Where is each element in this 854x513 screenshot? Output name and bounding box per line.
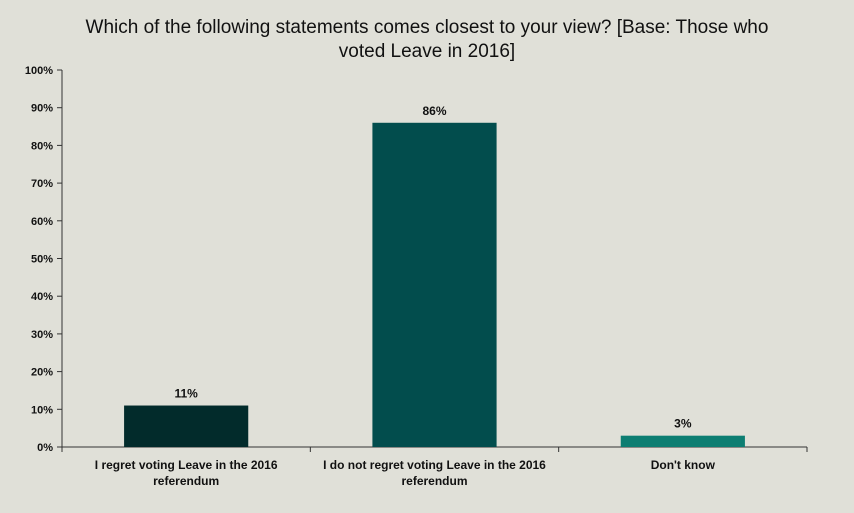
category-label: Don't know (651, 458, 716, 472)
y-tick-label: 80% (31, 140, 53, 152)
category-label: I do not regret voting Leave in the 2016… (323, 458, 546, 488)
y-tick-label: 70% (31, 178, 53, 190)
category-label: I regret voting Leave in the 2016 referen… (95, 458, 278, 488)
data-label: 11% (174, 387, 198, 401)
y-tick-label: 0% (37, 442, 53, 454)
y-tick-label: 40% (31, 291, 53, 303)
bar (124, 405, 249, 447)
y-tick-label: 30% (31, 329, 53, 341)
y-tick-label: 50% (31, 254, 53, 266)
bar (372, 122, 497, 447)
data-label: 3% (674, 417, 692, 431)
data-label: 86% (422, 104, 446, 118)
y-tick-label: 60% (31, 216, 53, 228)
y-tick-label: 90% (31, 103, 53, 115)
y-tick-label: 100% (25, 65, 53, 77)
chart-title: Which of the following statements comes … (85, 17, 769, 62)
bar (620, 435, 745, 447)
y-tick-label: 10% (31, 404, 53, 416)
y-tick-label: 20% (31, 367, 53, 379)
